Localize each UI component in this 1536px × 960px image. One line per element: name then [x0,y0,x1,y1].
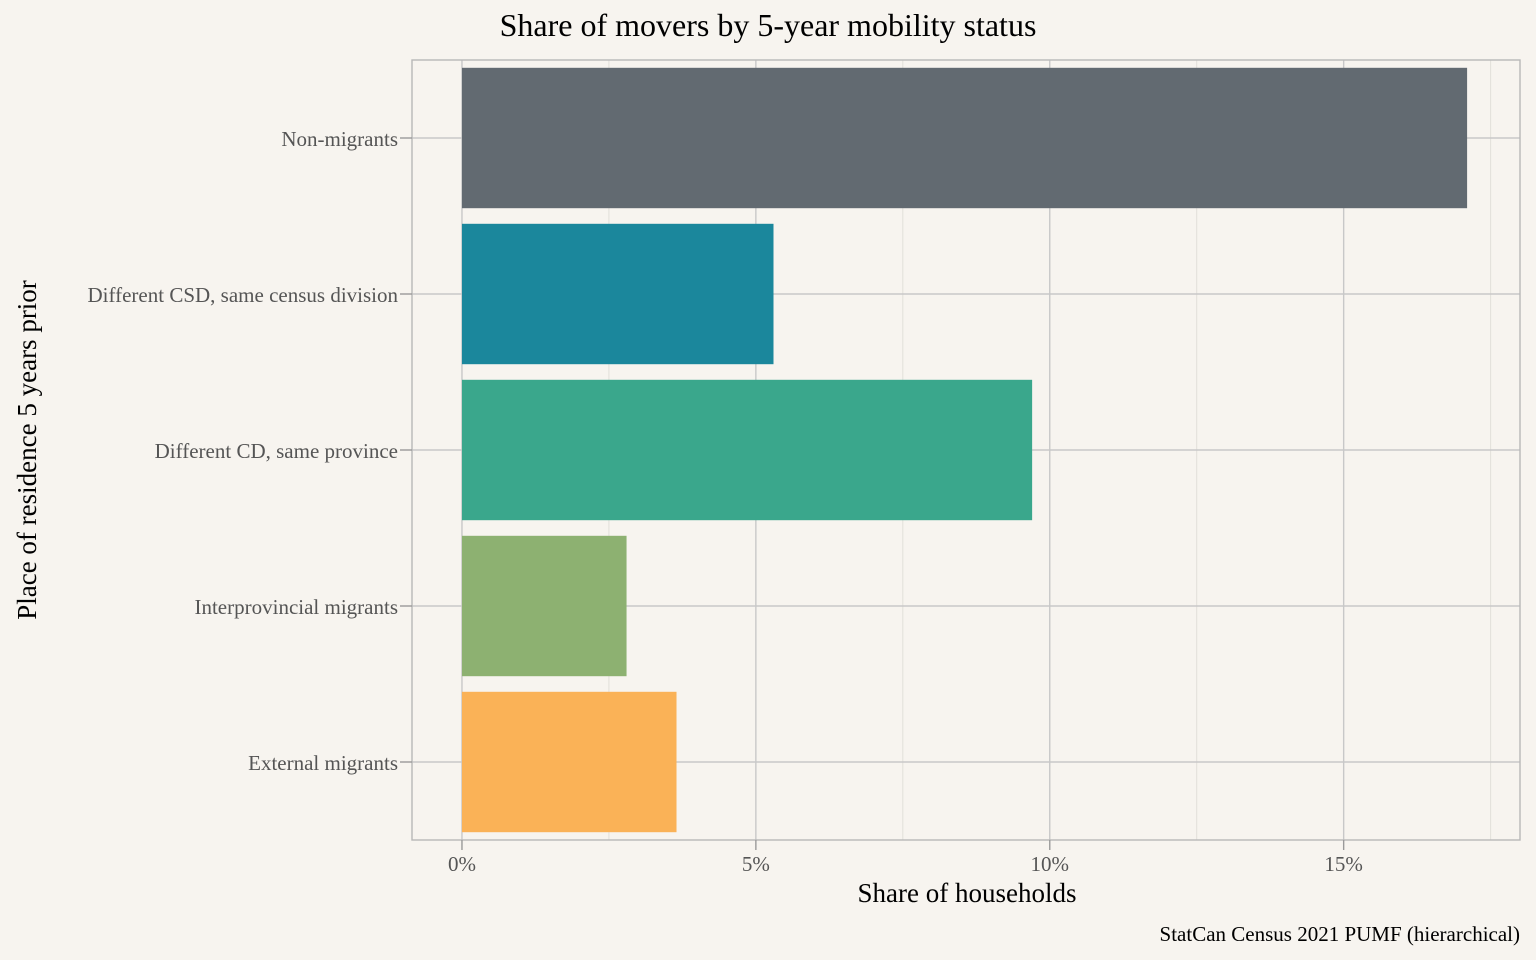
axis-ticks [400,137,1345,850]
x-tick-label: 0% [448,852,476,876]
bar-non-migrants [461,67,1468,209]
bar-different-cd-same-province [461,379,1033,521]
x-tick-label: 5% [742,852,770,876]
x-tick-label: 15% [1324,852,1363,876]
chart-title: Share of movers by 5-year mobility statu… [500,7,1037,43]
y-tick-label: Different CD, same province [155,439,398,463]
tick-labels: Non-migrants Different CSD, same census d… [88,127,1363,876]
y-tick-label: Non-migrants [281,127,398,151]
bar-different-csd-same-census-division [461,223,774,365]
bar-interprovincial-migrants [461,535,627,677]
x-tick-label: 10% [1031,852,1070,876]
y-tick-label: Interprovincial migrants [194,595,398,619]
x-axis-title: Share of households [858,878,1077,908]
bar-external-migrants [461,691,677,833]
y-tick-label: External migrants [248,751,398,775]
y-tick-label: Different CSD, same census division [88,283,399,307]
bars [461,67,1468,833]
chart-caption: StatCan Census 2021 PUMF (hierarchical) [1160,922,1520,946]
y-axis-title: Place of residence 5 years prior [12,280,42,620]
